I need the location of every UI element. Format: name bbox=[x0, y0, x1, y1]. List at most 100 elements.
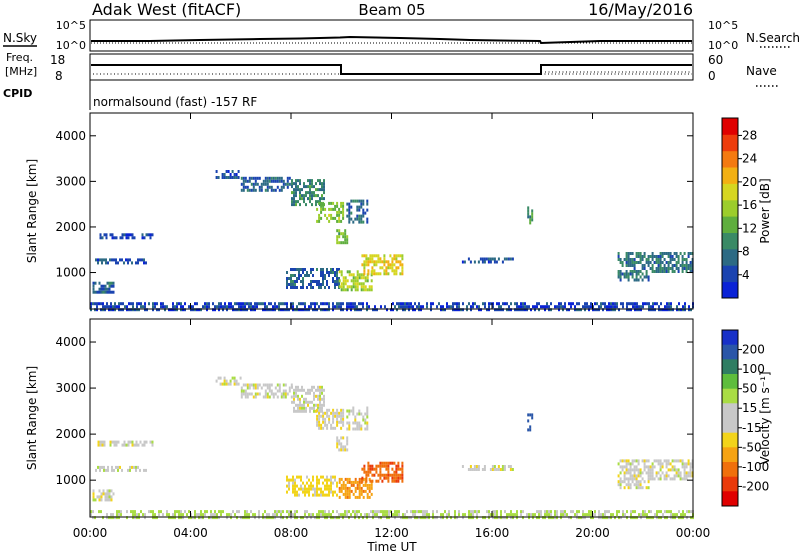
data-cell bbox=[661, 471, 664, 475]
data-cell bbox=[470, 516, 472, 520]
data-cell bbox=[336, 238, 339, 242]
data-cell bbox=[348, 220, 351, 224]
data-cell bbox=[668, 308, 670, 312]
data-cell bbox=[544, 516, 546, 520]
data-cell bbox=[358, 282, 361, 286]
data-cell bbox=[387, 464, 390, 468]
data-cell bbox=[250, 308, 252, 312]
data-cell bbox=[217, 176, 220, 179]
data-cell bbox=[621, 468, 624, 472]
data-cell bbox=[316, 513, 318, 517]
data-cell bbox=[96, 495, 99, 499]
data-cell bbox=[318, 420, 321, 424]
data-cell bbox=[340, 282, 343, 286]
data-cell bbox=[491, 257, 494, 261]
data-cell bbox=[664, 305, 666, 309]
data-cell bbox=[568, 308, 570, 312]
data-cell bbox=[505, 257, 508, 261]
data-cell bbox=[334, 283, 336, 286]
data-cell bbox=[562, 513, 564, 517]
data-cell bbox=[522, 308, 524, 312]
data-cell bbox=[134, 308, 136, 312]
data-cell bbox=[309, 188, 311, 192]
data-cell bbox=[404, 516, 406, 520]
data-cell bbox=[516, 302, 518, 306]
data-cell bbox=[673, 252, 676, 255]
data-cell bbox=[394, 305, 396, 309]
data-cell bbox=[360, 486, 363, 490]
data-cell bbox=[368, 513, 370, 517]
data-cell bbox=[456, 308, 458, 312]
data-cell bbox=[360, 217, 363, 221]
data-cell bbox=[278, 383, 281, 387]
data-cell bbox=[352, 282, 355, 286]
data-cell bbox=[385, 272, 388, 276]
data-cell bbox=[172, 516, 174, 520]
data-cell bbox=[530, 308, 532, 312]
data-cell bbox=[366, 208, 369, 212]
data-cell bbox=[322, 274, 324, 277]
data-cell bbox=[338, 216, 341, 220]
data-cell bbox=[387, 461, 390, 465]
data-cell bbox=[689, 252, 692, 255]
data-cell bbox=[334, 204, 337, 208]
data-cell bbox=[293, 388, 295, 392]
data-cell bbox=[300, 280, 302, 283]
data-cell bbox=[121, 236, 124, 240]
data-cell bbox=[391, 461, 394, 465]
data-cell bbox=[318, 216, 321, 220]
data-cell bbox=[92, 489, 95, 493]
data-cell bbox=[641, 255, 644, 258]
data-cell bbox=[240, 305, 242, 309]
data-cell bbox=[101, 443, 104, 447]
data-cell bbox=[97, 465, 99, 469]
data-cell bbox=[568, 516, 570, 520]
data-cell bbox=[115, 236, 118, 240]
data-cell bbox=[494, 513, 496, 517]
data-cell bbox=[402, 302, 404, 306]
data-cell bbox=[592, 308, 594, 312]
data-cell bbox=[308, 484, 310, 488]
data-cell bbox=[387, 263, 390, 267]
data-cell bbox=[316, 408, 319, 412]
data-cell bbox=[673, 465, 676, 469]
data-cell bbox=[367, 263, 370, 267]
data-cell bbox=[362, 302, 364, 306]
data-cell bbox=[643, 465, 646, 469]
data-cell bbox=[620, 302, 622, 306]
data-cell bbox=[348, 489, 351, 493]
data-cell bbox=[629, 465, 632, 469]
data-cell bbox=[316, 490, 318, 494]
data-cell bbox=[256, 182, 259, 186]
data-cell bbox=[272, 176, 275, 180]
data-cell bbox=[570, 510, 572, 514]
data-cell bbox=[629, 261, 632, 264]
data-cell bbox=[308, 274, 310, 277]
data-cell bbox=[166, 510, 168, 514]
data-cell bbox=[370, 285, 373, 289]
data-cell bbox=[369, 260, 372, 264]
data-cell bbox=[324, 493, 326, 497]
data-cell bbox=[126, 305, 128, 309]
data-cell bbox=[383, 257, 386, 261]
data-cell bbox=[322, 268, 324, 271]
data-cell bbox=[631, 270, 634, 273]
data-cell bbox=[294, 286, 296, 289]
data-cell bbox=[218, 302, 220, 306]
data-cell bbox=[240, 176, 243, 180]
data-cell bbox=[660, 516, 662, 520]
data-cell bbox=[324, 484, 326, 488]
data-cell bbox=[244, 179, 247, 183]
data-cell bbox=[458, 510, 460, 514]
data-cell bbox=[152, 516, 154, 520]
data-cell bbox=[240, 395, 243, 399]
data-cell bbox=[582, 513, 584, 517]
data-cell bbox=[617, 462, 620, 466]
data-cell bbox=[322, 302, 324, 306]
data-cell bbox=[114, 302, 116, 306]
data-cell bbox=[678, 302, 680, 306]
data-cell bbox=[346, 241, 349, 245]
data-cell bbox=[134, 516, 136, 520]
data-cell bbox=[470, 305, 472, 309]
